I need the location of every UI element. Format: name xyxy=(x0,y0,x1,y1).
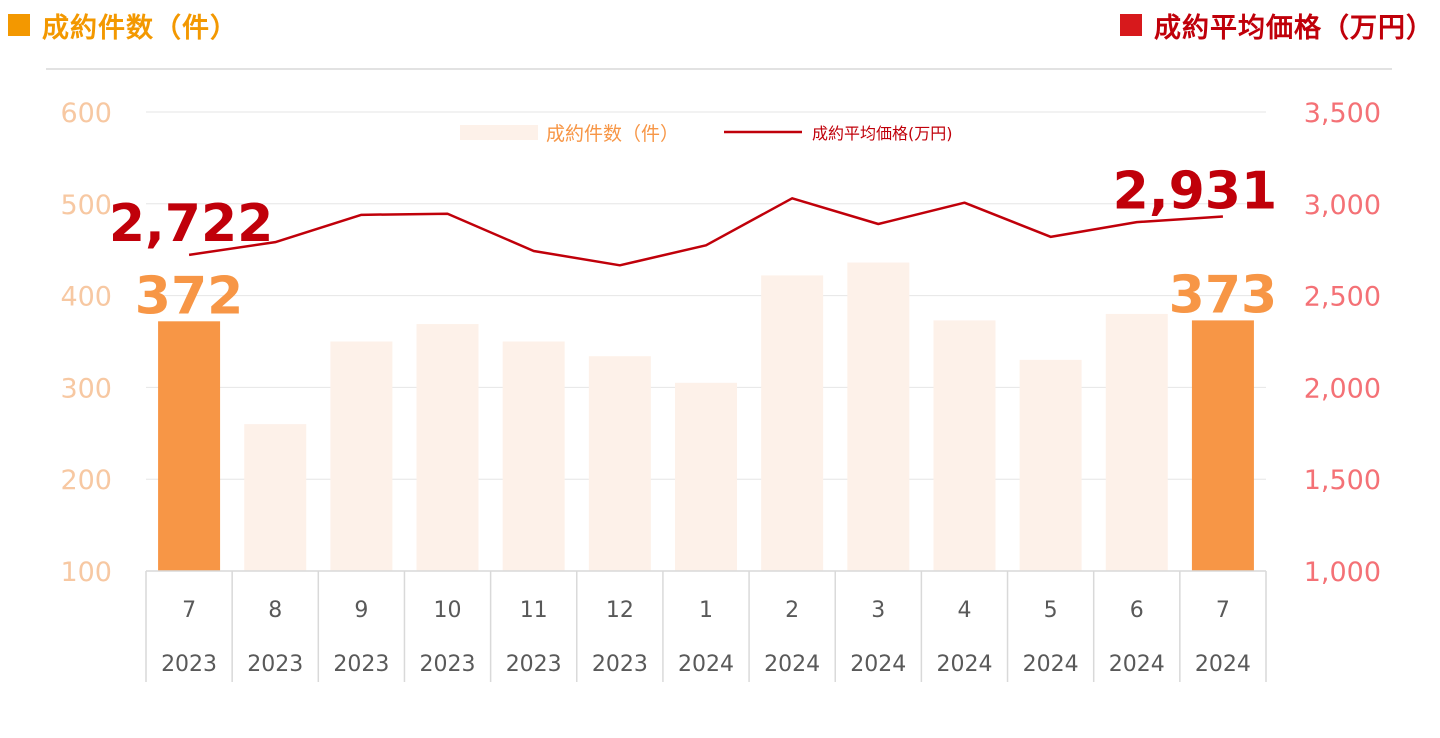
left-tick-label: 100 xyxy=(60,557,112,588)
count-square-icon xyxy=(8,14,30,36)
count-bar xyxy=(933,320,996,571)
last-count-label: 373 xyxy=(1169,265,1278,325)
left-tick-label: 300 xyxy=(60,373,112,404)
x-tick-year: 2024 xyxy=(1109,652,1165,677)
x-tick-month: 4 xyxy=(957,598,971,623)
count-bar xyxy=(502,341,565,571)
bars xyxy=(158,262,1254,571)
first-count-label: 372 xyxy=(135,266,244,326)
count-bar xyxy=(330,341,393,571)
x-tick-month: 7 xyxy=(1216,598,1230,623)
x-tick-month: 12 xyxy=(606,598,634,623)
count-bar xyxy=(675,382,737,571)
price-axis-title-text: 成約平均価格（万円） xyxy=(1154,12,1434,44)
x-tick-month: 3 xyxy=(871,598,885,623)
right-tick-label: 3,000 xyxy=(1304,190,1381,221)
axes: 100 1,000 200 1,500 300 2,000 400 2,500 500 3,000… xyxy=(60,98,1381,682)
x-tick-month: 7 xyxy=(182,598,196,623)
left-tick-label: 600 xyxy=(60,98,112,129)
left-tick-label: 200 xyxy=(60,465,112,496)
count-axis-title-text: 成約件数（件） xyxy=(42,12,238,44)
legend: 成約件数（件） 成約平均価格(万円) xyxy=(460,123,953,145)
legend-bar-swatch xyxy=(460,125,538,140)
right-tick-label: 1,500 xyxy=(1304,465,1381,496)
right-tick-label: 2,000 xyxy=(1304,373,1381,404)
x-tick-month: 5 xyxy=(1044,598,1058,623)
count-axis-title: 成約件数（件） xyxy=(8,4,238,46)
x-tick-year: 2024 xyxy=(764,652,820,677)
count-bar xyxy=(416,324,479,571)
x-tick-year: 2024 xyxy=(936,652,992,677)
right-tick-label: 3,500 xyxy=(1304,98,1381,129)
last-price-label: 2,931 xyxy=(1113,161,1277,221)
x-tick-month: 10 xyxy=(434,598,462,623)
price-axis-title: 成約平均価格（万円） xyxy=(1120,4,1434,46)
left-tick-label: 500 xyxy=(60,190,112,221)
annotations: 372 373 2,722 2,931 xyxy=(109,161,1277,326)
x-tick-month: 2 xyxy=(785,598,799,623)
x-tick-month: 6 xyxy=(1130,598,1144,623)
x-tick-month: 11 xyxy=(520,598,548,623)
x-tick-year: 2023 xyxy=(247,652,303,677)
x-tick-year: 2023 xyxy=(420,652,476,677)
x-tick-year: 2024 xyxy=(1023,652,1079,677)
count-bar xyxy=(1191,320,1254,571)
x-tick-year: 2024 xyxy=(1195,652,1251,677)
x-tick-year: 2024 xyxy=(850,652,906,677)
right-tick-label: 1,000 xyxy=(1304,557,1381,588)
price-line-path xyxy=(188,197,1224,267)
right-tick-label: 2,500 xyxy=(1304,282,1381,313)
x-tick-month: 9 xyxy=(354,598,368,623)
price-line xyxy=(188,197,1224,267)
x-tick-month: 1 xyxy=(699,598,713,623)
x-tick-year: 2024 xyxy=(678,652,734,677)
count-bar xyxy=(1019,359,1082,571)
x-tick-year: 2023 xyxy=(592,652,648,677)
count-bar xyxy=(761,275,824,571)
count-bar xyxy=(588,356,651,571)
count-bar xyxy=(244,424,307,571)
x-tick-year: 2023 xyxy=(161,652,217,677)
price-square-icon xyxy=(1120,14,1142,36)
first-price-label: 2,722 xyxy=(109,194,273,254)
count-bar xyxy=(847,262,910,571)
left-tick-label: 400 xyxy=(60,282,112,313)
x-tick-year: 2023 xyxy=(333,652,389,677)
count-bar xyxy=(1105,313,1168,571)
x-tick-month: 8 xyxy=(268,598,282,623)
legend-bar-label: 成約件数（件） xyxy=(546,123,679,145)
legend-line-label: 成約平均価格(万円) xyxy=(812,124,953,143)
x-tick-year: 2023 xyxy=(506,652,562,677)
count-bar xyxy=(158,321,221,571)
